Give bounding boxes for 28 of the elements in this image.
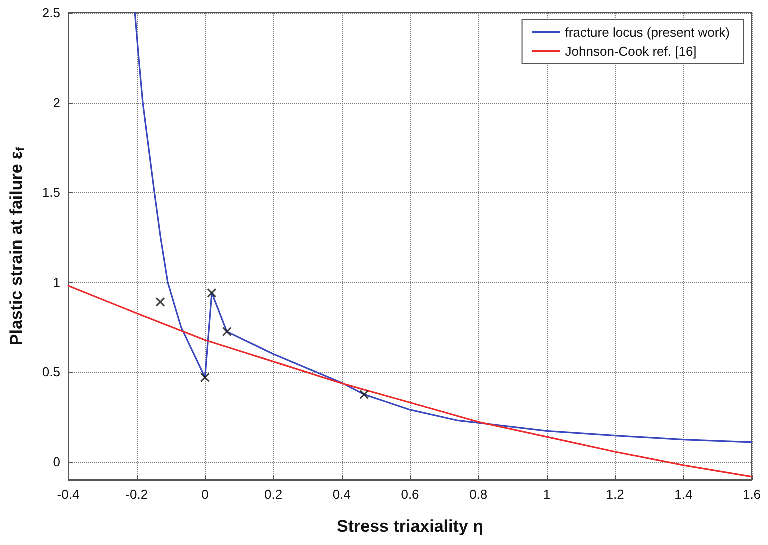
x-tick-label: -0.4 [57, 487, 80, 502]
x-tick-label: 0.8 [470, 487, 488, 502]
y-tick-label: 1.5 [42, 185, 60, 200]
x-tick-label: 1.2 [606, 487, 624, 502]
point [222, 327, 232, 337]
y-axis-title: Plastic strain at failure εf [7, 146, 28, 346]
point [156, 297, 166, 307]
x-tick-label: 0.4 [332, 487, 351, 502]
y-tick-label: 2 [53, 95, 60, 110]
point [200, 372, 210, 382]
x-tick-label: 0 [202, 487, 209, 502]
point [360, 390, 370, 400]
x-axis-title: Stress triaxiality η [337, 517, 484, 536]
y-tick-label: 1 [53, 274, 60, 290]
x-tick-label: 1.6 [742, 487, 762, 502]
y-tick-label: 0 [53, 454, 60, 470]
y-tick-label: 0.5 [42, 364, 60, 380]
x-tick-label: 0.2 [264, 487, 283, 502]
legend-label: Johnson-Cook ref. [16] [565, 44, 697, 59]
line-series [134, 12, 753, 444]
line-series [68, 285, 753, 478]
x-tick-label: 1.4 [674, 487, 693, 502]
y-tick-label: 2.5 [42, 6, 60, 20]
x-tick-label: 0.6 [401, 487, 420, 502]
point [207, 288, 217, 298]
legend-label: fracture locus (present work) [565, 25, 730, 40]
x-tick-label: -0.2 [126, 487, 148, 502]
x-tick-label: 1 [543, 487, 551, 502]
